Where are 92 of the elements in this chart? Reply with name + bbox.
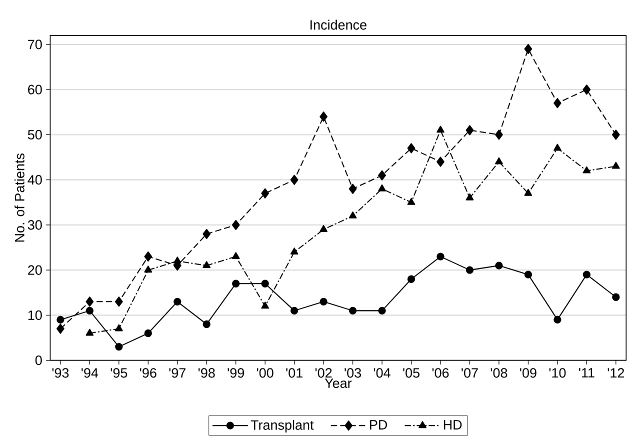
- point: [553, 98, 562, 108]
- x-tick-label: '98: [198, 368, 215, 378]
- x-axis-title: Year: [324, 378, 352, 388]
- point: [86, 328, 94, 336]
- x-tick-label: '00: [256, 368, 274, 378]
- y-tick-label: 50: [28, 130, 42, 140]
- point: [348, 184, 357, 194]
- x-tick-label: '04: [374, 368, 390, 378]
- point: [378, 184, 386, 192]
- x-tick-label: '03: [344, 368, 361, 378]
- x-tick-label: '07: [462, 368, 478, 378]
- point: [582, 270, 591, 278]
- x-tick-label: '05: [403, 368, 420, 378]
- x-tick-label: '93: [52, 368, 69, 378]
- point: [407, 198, 416, 205]
- y-tick-label: 40: [28, 175, 42, 185]
- x-tick-label: '09: [520, 368, 536, 378]
- point: [466, 266, 474, 274]
- y-tick-label: 30: [28, 220, 42, 230]
- point: [202, 261, 211, 268]
- point: [348, 211, 357, 218]
- point: [232, 220, 240, 230]
- point: [466, 125, 474, 136]
- point: [612, 293, 620, 302]
- point: [261, 280, 269, 288]
- x-tick-label: '11: [579, 368, 594, 378]
- point: [436, 156, 444, 167]
- point: [378, 306, 386, 315]
- point: [554, 316, 562, 324]
- point: [320, 112, 328, 122]
- point: [290, 248, 298, 255]
- x-tick-label: '01: [286, 368, 302, 378]
- legend-label: Transplant: [250, 420, 314, 433]
- point: [436, 126, 444, 133]
- point: [232, 280, 240, 288]
- point: [56, 324, 64, 334]
- point: [320, 225, 328, 232]
- point: [290, 306, 298, 315]
- point: [378, 170, 386, 180]
- point: [495, 157, 503, 164]
- point: [524, 270, 532, 278]
- point: [261, 302, 270, 309]
- legend-label: PD: [370, 420, 388, 430]
- point: [348, 306, 357, 315]
- point: [232, 252, 240, 260]
- chart-title: Incidence: [310, 20, 366, 30]
- y-axis-title: No. of Patients: [14, 154, 24, 242]
- point: [466, 193, 474, 200]
- x-tick-label: '97: [169, 368, 186, 378]
- point: [612, 162, 620, 169]
- point: [612, 130, 620, 140]
- x-tick-label: '96: [140, 368, 156, 378]
- point: [495, 130, 503, 140]
- y-tick-label: 20: [28, 265, 42, 275]
- point: [290, 174, 298, 185]
- point: [261, 188, 270, 198]
- x-tick-label: '12: [608, 368, 624, 378]
- point: [524, 188, 532, 196]
- x-tick-label: '08: [490, 368, 508, 378]
- point: [86, 306, 94, 315]
- point: [436, 252, 444, 260]
- point: [524, 44, 532, 54]
- point: [144, 266, 152, 273]
- point: [202, 228, 211, 240]
- x-tick-label: '94: [82, 368, 98, 378]
- point: [407, 275, 416, 283]
- point: [114, 296, 123, 307]
- point: [114, 324, 123, 332]
- point: [86, 296, 94, 307]
- point: [173, 256, 182, 264]
- point: [115, 342, 123, 351]
- x-tick-label: '10: [549, 368, 566, 378]
- y-tick-label: 70: [28, 40, 42, 50]
- point: [144, 329, 152, 338]
- point: [582, 84, 591, 95]
- point: [56, 316, 64, 324]
- point: [320, 298, 328, 306]
- x-tick-label: '99: [228, 368, 244, 378]
- point: [407, 143, 416, 154]
- y-tick-label: 10: [28, 310, 42, 320]
- point: [174, 298, 182, 306]
- y-tick-label: 0: [35, 356, 42, 366]
- point: [202, 320, 210, 328]
- point: [582, 166, 591, 174]
- x-tick-label: '02: [315, 368, 332, 378]
- x-tick-label: '06: [432, 368, 449, 378]
- legend-label: HD: [444, 420, 462, 430]
- point: [144, 251, 152, 262]
- point: [495, 262, 503, 270]
- x-tick-label: '95: [110, 368, 128, 378]
- point: [554, 144, 562, 151]
- y-tick-label: 60: [28, 84, 42, 94]
